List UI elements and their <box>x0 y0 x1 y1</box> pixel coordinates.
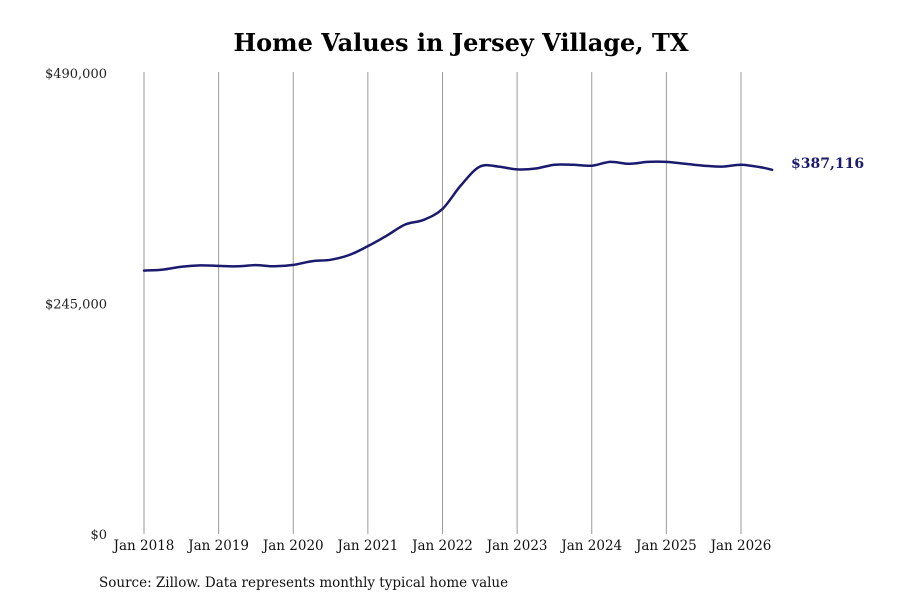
x-tick-label: Jan 2025 <box>634 538 697 554</box>
x-tick-label: Jan 2020 <box>261 538 324 554</box>
last-value-label: $387,116 <box>791 156 864 172</box>
x-tick-label: Jan 2026 <box>709 538 772 554</box>
x-tick-label: Jan 2023 <box>485 538 548 554</box>
source-note: Source: Zillow. Data represents monthly … <box>99 575 508 591</box>
chart-title: Home Values in Jersey Village, TX <box>234 28 689 57</box>
y-tick-label: $0 <box>90 528 107 543</box>
series <box>142 160 774 272</box>
gridlines <box>143 72 742 534</box>
x-tick-label: Jan 2021 <box>335 538 398 554</box>
y-tick-label: $490,000 <box>45 67 107 82</box>
y-tick-label: $245,000 <box>45 298 107 313</box>
x-axis-ticks: Jan 2018 Jan 2019 Jan 2020 Jan 2021 Jan 2022… <box>112 538 772 554</box>
x-tick-label: Jan 2019 <box>186 538 249 554</box>
home-value-line <box>142 160 774 272</box>
x-tick-label: Jan 2018 <box>112 538 175 554</box>
x-tick-label: Jan 2024 <box>559 538 622 554</box>
x-tick-label: Jan 2022 <box>410 538 473 554</box>
y-axis-ticks: $0 $245,000 $490,000 <box>45 67 107 543</box>
